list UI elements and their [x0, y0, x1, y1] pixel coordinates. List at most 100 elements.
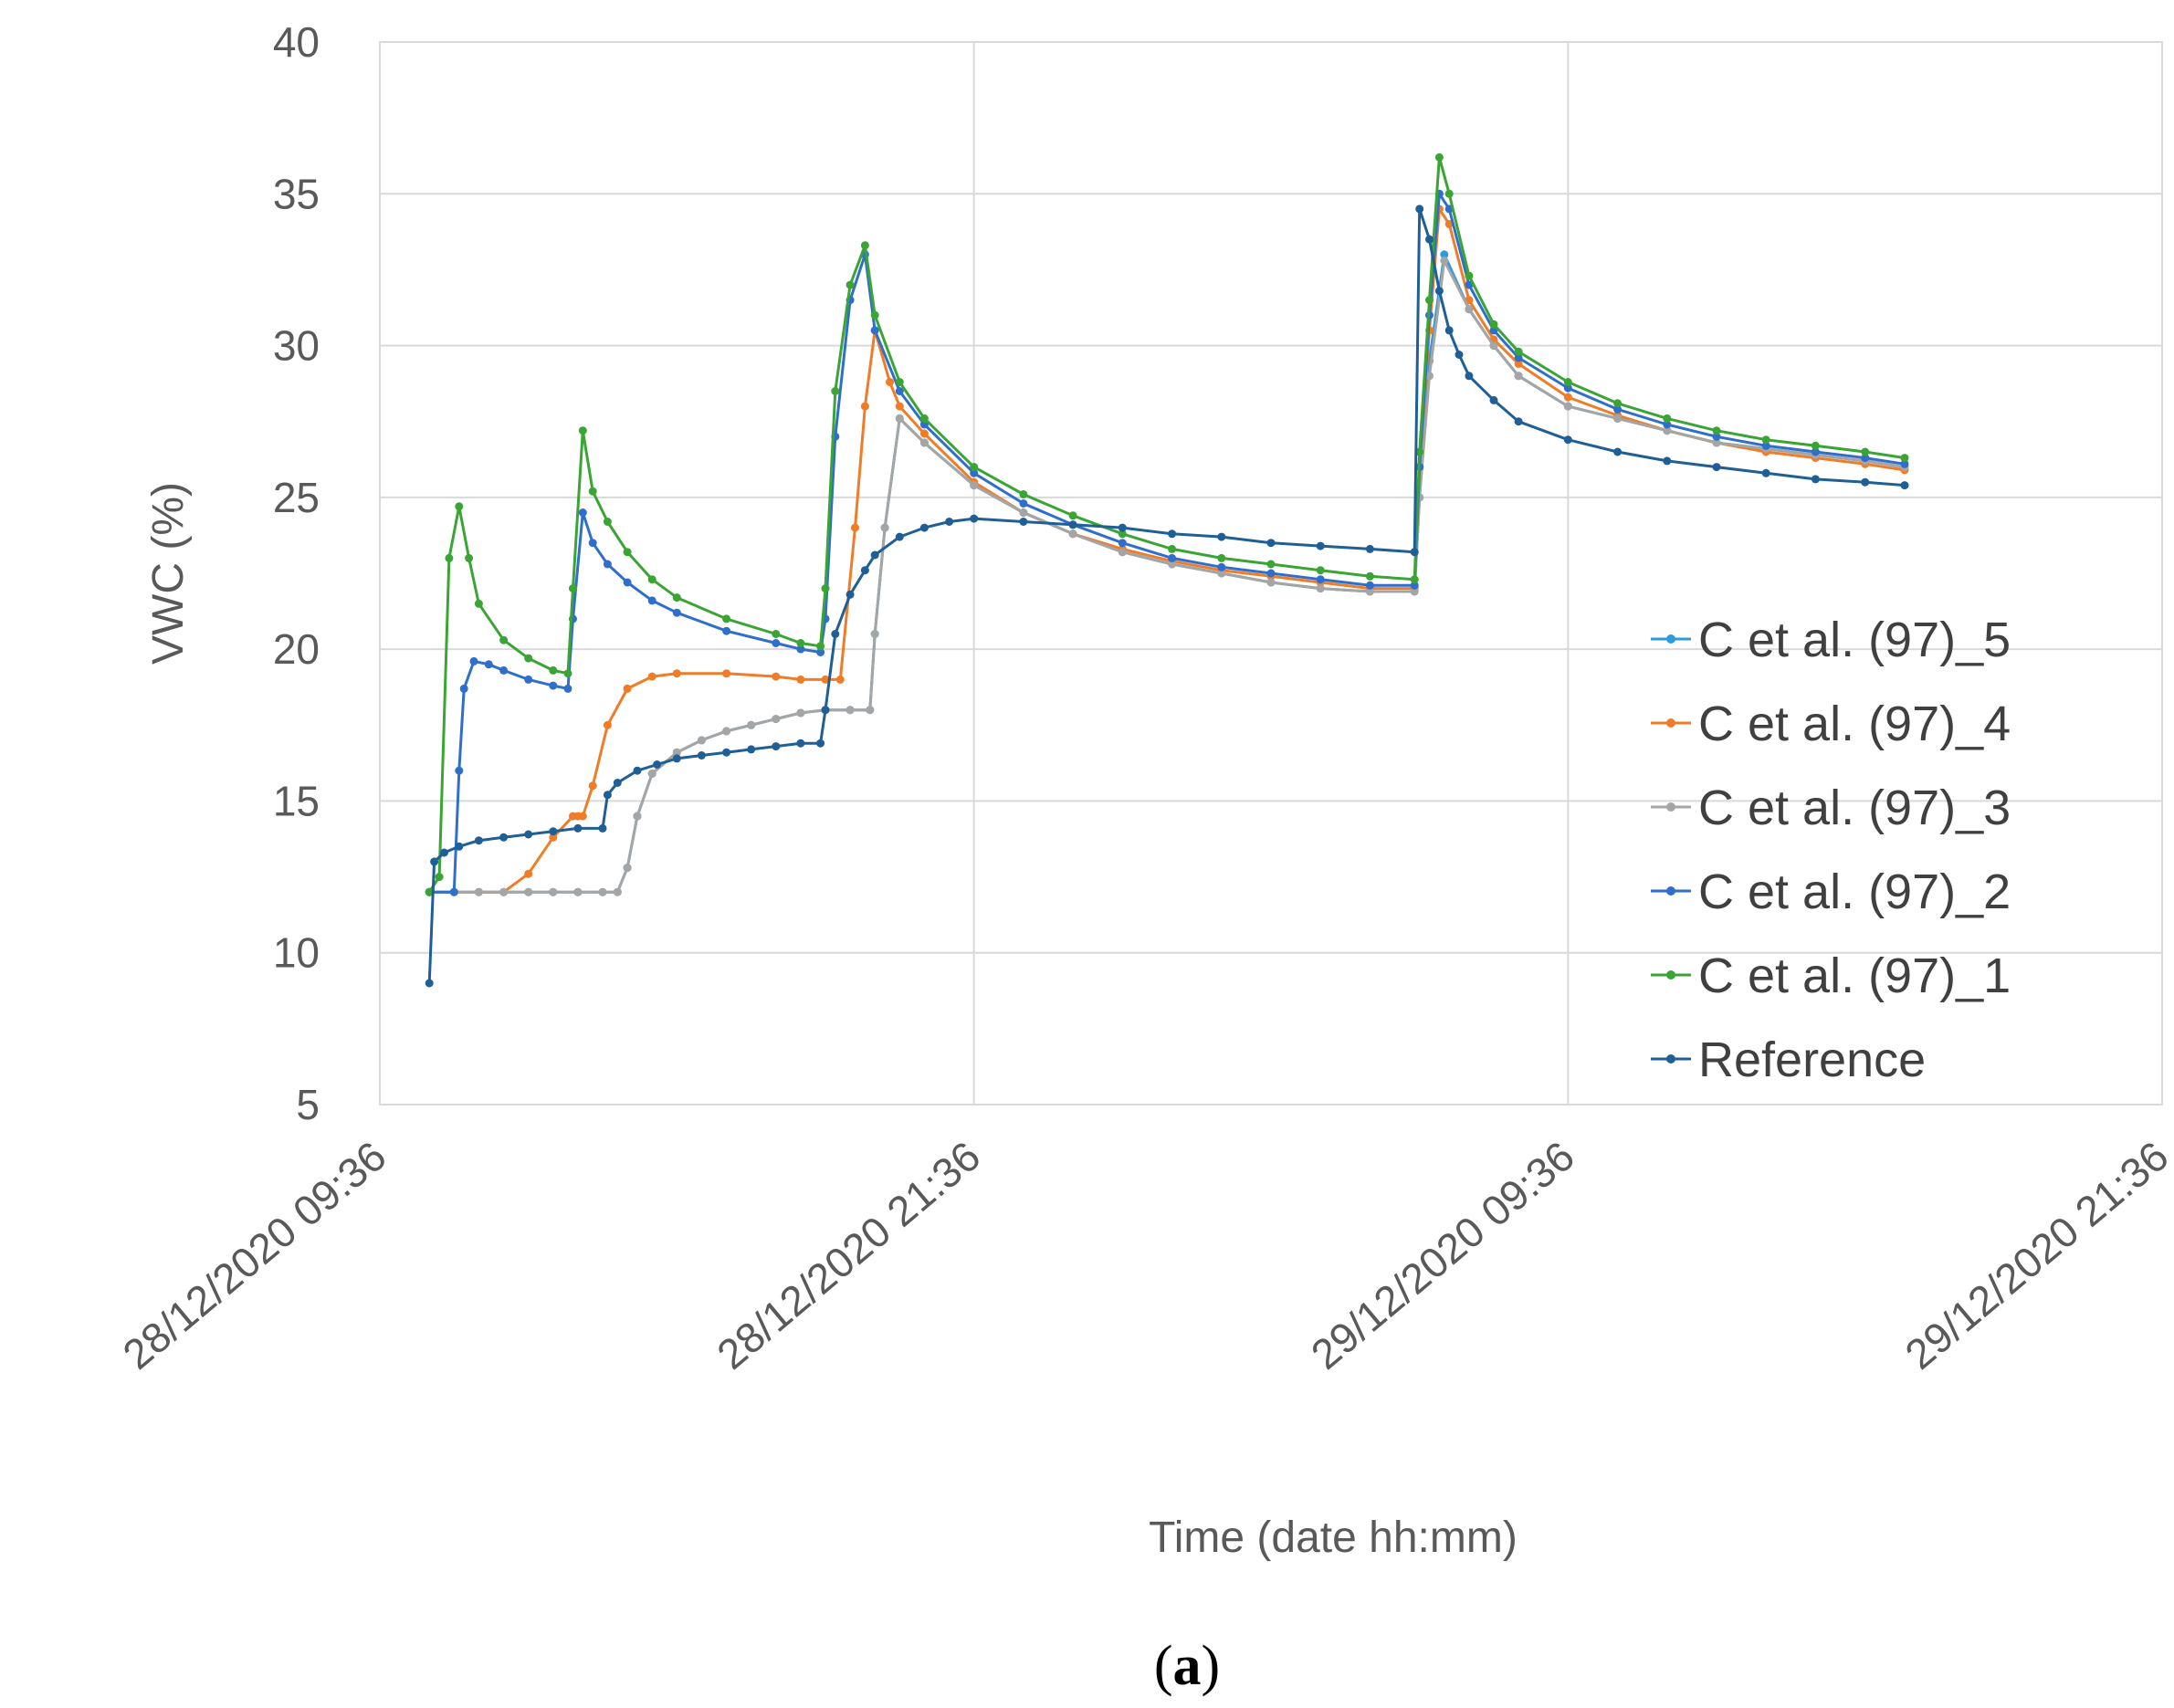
data-point — [1440, 250, 1449, 259]
data-point — [474, 599, 483, 608]
data-point — [474, 887, 483, 896]
caption-letter: a — [1173, 1635, 1202, 1697]
data-point — [499, 833, 509, 842]
data-point — [1712, 426, 1721, 435]
series-line — [429, 207, 1906, 894]
data-point — [870, 630, 879, 638]
data-point — [1019, 499, 1028, 508]
data-point — [772, 639, 781, 647]
legend: C et al. (97)_5 C et al. (97)_4 C et al. (… — [1651, 613, 2011, 1087]
data-point — [722, 626, 731, 635]
data-point — [1489, 395, 1498, 404]
data-point — [697, 751, 706, 760]
data-point — [1434, 287, 1444, 296]
data-point — [603, 791, 612, 800]
data-point — [816, 642, 825, 651]
data-point — [866, 706, 875, 715]
data-point — [870, 326, 879, 335]
y-axis-title: VWC (%) — [144, 482, 193, 665]
data-point — [1761, 435, 1770, 445]
data-point — [895, 402, 904, 411]
data-point — [945, 518, 954, 526]
data-point — [1266, 560, 1276, 569]
data-point — [860, 566, 869, 575]
data-point — [1514, 347, 1523, 356]
data-point — [1365, 571, 1374, 581]
data-point — [919, 414, 929, 423]
data-point — [1266, 539, 1276, 548]
data-point — [722, 727, 731, 736]
data-point — [821, 706, 830, 715]
data-point — [569, 584, 577, 593]
data-point — [796, 739, 805, 748]
plot-frame — [379, 41, 2163, 1105]
data-point — [880, 523, 889, 532]
y-tick-label: 10 — [273, 929, 320, 977]
data-point — [613, 779, 622, 787]
data-point — [1444, 326, 1454, 335]
data-point — [499, 635, 509, 644]
data-point — [747, 720, 756, 729]
data-point — [919, 429, 929, 438]
data-point — [1712, 432, 1721, 441]
legend-marker — [1666, 886, 1675, 896]
data-point — [1415, 204, 1424, 214]
data-point — [459, 684, 468, 693]
data-point — [647, 672, 656, 681]
data-point — [772, 630, 781, 638]
data-point — [796, 644, 805, 654]
legend-item: Reference — [1651, 1032, 1926, 1087]
data-point — [1068, 529, 1077, 539]
data-point — [1118, 523, 1127, 532]
data-point — [919, 523, 929, 532]
data-point — [1514, 353, 1523, 362]
data-point — [821, 584, 830, 593]
data-point — [425, 887, 434, 896]
data-point — [449, 887, 458, 896]
data-point — [886, 378, 894, 386]
data-point — [653, 760, 662, 769]
data-point — [1068, 511, 1077, 520]
data-point — [1900, 481, 1909, 490]
data-point — [796, 639, 805, 647]
data-point — [1563, 402, 1572, 411]
data-point — [1410, 548, 1419, 557]
data-point — [747, 745, 756, 754]
data-point — [647, 575, 656, 584]
data-point — [484, 660, 493, 669]
data-point — [1316, 575, 1325, 584]
data-point — [578, 508, 587, 517]
data-point — [1663, 426, 1672, 435]
data-point — [1465, 305, 1474, 314]
data-point — [1434, 152, 1444, 162]
data-point — [578, 812, 587, 821]
data-point — [860, 402, 869, 411]
data-point — [870, 550, 879, 560]
data-point — [588, 487, 597, 496]
data-point — [845, 590, 855, 599]
data-point — [851, 523, 859, 532]
data-point — [1712, 438, 1721, 447]
legend-marker — [1666, 970, 1675, 980]
data-point — [1455, 351, 1464, 359]
data-point — [1613, 447, 1623, 456]
data-point — [1365, 587, 1374, 596]
data-point — [1663, 414, 1672, 423]
data-point — [1465, 280, 1474, 289]
data-point — [623, 864, 632, 873]
legend-item: C et al. (97)_3 — [1651, 781, 2011, 835]
data-point — [895, 387, 904, 395]
data-point — [772, 715, 781, 724]
data-point — [1365, 581, 1374, 590]
data-point — [465, 553, 474, 562]
data-point — [1563, 378, 1572, 386]
data-point — [1563, 435, 1572, 445]
data-point — [563, 684, 572, 693]
data-point — [1489, 320, 1498, 329]
y-tick-label: 15 — [273, 777, 320, 824]
data-point — [598, 887, 607, 896]
data-point — [895, 414, 904, 423]
data-point — [549, 827, 558, 836]
data-point — [1712, 463, 1721, 472]
data-point — [455, 842, 464, 851]
